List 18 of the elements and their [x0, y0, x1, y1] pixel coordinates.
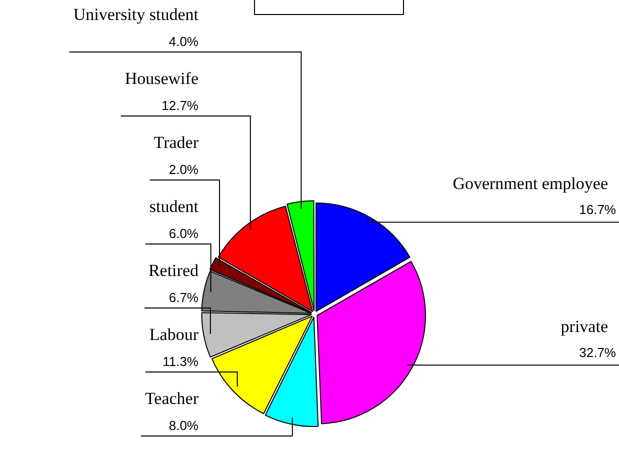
- slice-label: Retired: [148, 261, 199, 280]
- data-label: 8.0%: [168, 418, 199, 433]
- data-label: 12.7%: [162, 98, 199, 113]
- slice-label: private: [560, 317, 608, 336]
- data-label: 6.0%: [168, 226, 199, 241]
- data-label: 16.7%: [579, 202, 616, 218]
- slice-label: student: [149, 197, 199, 216]
- slice-label: Teacher: [144, 389, 199, 408]
- slice-label: Housewife: [124, 69, 198, 88]
- data-label: 6.7%: [168, 290, 199, 305]
- data-label: 32.7%: [579, 345, 616, 360]
- data-label: 11.3%: [162, 354, 199, 369]
- data-label: 4.0%: [168, 34, 199, 49]
- slice-label: Labour: [149, 325, 199, 344]
- slice-label: Trader: [154, 133, 199, 152]
- slice-label: Government employee: [452, 174, 608, 194]
- slice-label: University student: [73, 5, 199, 24]
- data-label: 2.0%: [168, 162, 199, 177]
